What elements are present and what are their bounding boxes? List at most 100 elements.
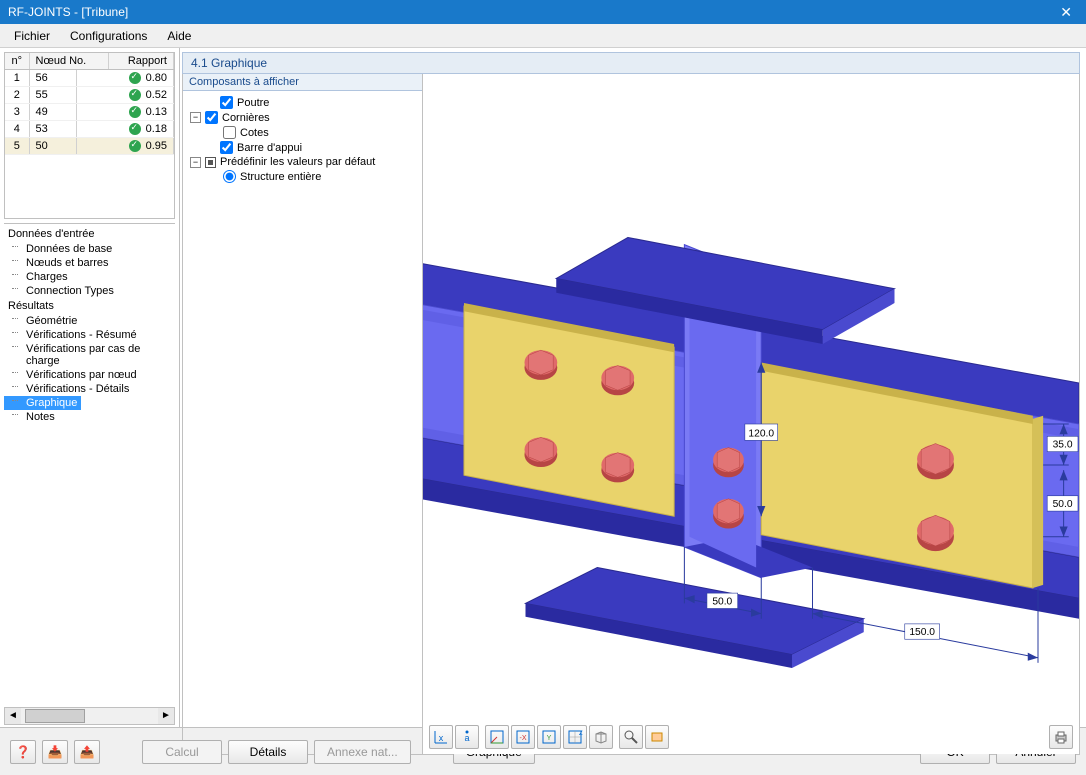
cell-rapport: 0.95: [77, 138, 174, 155]
ok-icon: [129, 123, 141, 135]
toolbtn-print[interactable]: [1049, 725, 1073, 749]
cell-rapport: 0.13: [77, 104, 174, 121]
svg-text:Y: Y: [547, 735, 552, 742]
toolbtn-axis-x[interactable]: x: [429, 725, 453, 749]
comp-structure-radio[interactable]: [223, 170, 236, 183]
table-row[interactable]: 453 0.18: [5, 121, 174, 138]
col-header-rapport[interactable]: Rapport: [108, 53, 173, 70]
comp-poutre-checkbox[interactable]: [220, 96, 233, 109]
comp-structure-label: Structure entière: [240, 171, 321, 183]
cell-node: 53: [29, 121, 77, 138]
tree-item[interactable]: Géométrie: [4, 314, 175, 328]
table-row[interactable]: 349 0.13: [5, 104, 174, 121]
expander-predef[interactable]: −: [190, 157, 201, 168]
viewport-toolbar: x a -X Y Z: [429, 724, 1073, 750]
comp-cotes-checkbox[interactable]: [223, 126, 236, 139]
tree-item[interactable]: Données de base: [4, 242, 175, 256]
ok-icon: [129, 140, 141, 152]
svg-text:a: a: [464, 733, 469, 743]
svg-text:50.0: 50.0: [712, 596, 732, 607]
cell-node: 55: [29, 87, 77, 104]
menu-aide[interactable]: Aide: [157, 26, 201, 46]
annexe-button[interactable]: Annexe nat...: [314, 740, 411, 764]
comp-cornieres-checkbox[interactable]: [205, 111, 218, 124]
cell-n: 1: [5, 70, 29, 87]
close-icon[interactable]: ✕: [1054, 4, 1078, 21]
table-row[interactable]: 550 0.95: [5, 138, 174, 155]
tree-item[interactable]: Connection Types: [4, 284, 175, 298]
tree-item[interactable]: Graphique: [4, 396, 81, 410]
toolbtn-view-xz-neg[interactable]: -X: [511, 725, 535, 749]
comp-structure[interactable]: Structure entière: [187, 169, 418, 184]
components-panel: Composants à afficher Poutre − Cornières: [183, 74, 423, 754]
tree-section-header[interactable]: Résultats: [4, 298, 175, 314]
table-row[interactable]: 156 0.80: [5, 70, 174, 87]
scroll-left-arrow[interactable]: ◄: [5, 708, 21, 724]
svg-text:150.0: 150.0: [909, 627, 935, 638]
components-tree: Poutre − Cornières Cotes Barre: [183, 91, 422, 188]
cell-n: 3: [5, 104, 29, 121]
tree-item[interactable]: Charges: [4, 270, 175, 284]
cell-node: 49: [29, 104, 77, 121]
horizontal-scrollbar[interactable]: ◄ ►: [4, 707, 175, 725]
tree-item[interactable]: Vérifications - Résumé: [4, 328, 175, 342]
import-button[interactable]: 📥: [42, 740, 68, 764]
tree-section-header[interactable]: Données d'entrée: [4, 226, 175, 242]
panel-body: Composants à afficher Poutre − Cornières: [182, 74, 1080, 755]
svg-text:x: x: [439, 733, 444, 743]
tree-item[interactable]: Notes: [4, 410, 175, 424]
svg-text:35.0: 35.0: [1053, 440, 1073, 451]
nav-tree: Données d'entréeDonnées de baseNœuds et …: [4, 223, 175, 705]
tree-item[interactable]: Nœuds et barres: [4, 256, 175, 270]
comp-barre-appui-checkbox[interactable]: [220, 141, 233, 154]
cell-n: 2: [5, 87, 29, 104]
comp-cornieres[interactable]: − Cornières: [187, 110, 418, 125]
svg-text:120.0: 120.0: [748, 428, 774, 439]
tree-item[interactable]: Vérifications - Détails: [4, 382, 175, 396]
export-button[interactable]: 📤: [74, 740, 100, 764]
svg-text:-X: -X: [520, 735, 527, 742]
window-title: RF-JOINTS - [Tribune]: [8, 5, 128, 19]
comp-barre-appui[interactable]: Barre d'appui: [187, 140, 418, 155]
toolbtn-clip[interactable]: [645, 725, 669, 749]
cell-rapport: 0.18: [77, 121, 174, 138]
calcul-button[interactable]: Calcul: [142, 740, 222, 764]
expander-cornieres[interactable]: −: [190, 112, 201, 123]
comp-poutre-label: Poutre: [237, 97, 269, 109]
comp-predef[interactable]: − Prédéfinir les valeurs par défaut: [187, 155, 418, 169]
comp-cornieres-label: Cornières: [222, 112, 270, 124]
tree-item[interactable]: Vérifications par nœud: [4, 368, 175, 382]
toolbtn-axis-a[interactable]: a: [455, 725, 479, 749]
svg-text:50.0: 50.0: [1053, 499, 1073, 510]
help-button[interactable]: ❓: [10, 740, 36, 764]
comp-poutre[interactable]: Poutre: [187, 95, 418, 110]
toolbtn-view-yz[interactable]: Y: [537, 725, 561, 749]
menu-fichier[interactable]: Fichier: [4, 26, 60, 46]
cell-n: 5: [5, 138, 29, 155]
left-panel: n° Nœud No. Rapport 156 0.80255 0.52349 …: [0, 48, 180, 727]
comp-predef-partial-checkbox[interactable]: [205, 157, 216, 168]
node-table: n° Nœud No. Rapport 156 0.80255 0.52349 …: [4, 52, 175, 219]
toolbtn-view-xy[interactable]: [485, 725, 509, 749]
scroll-thumb[interactable]: [25, 709, 85, 723]
toolbtn-cube[interactable]: [589, 725, 613, 749]
toolbtn-zoom[interactable]: [619, 725, 643, 749]
table-header-row: n° Nœud No. Rapport: [5, 53, 174, 70]
menu-configurations[interactable]: Configurations: [60, 26, 157, 46]
menu-bar: Fichier Configurations Aide: [0, 24, 1086, 48]
table-row[interactable]: 255 0.52: [5, 87, 174, 104]
toolbtn-view-iso[interactable]: Z: [563, 725, 587, 749]
bolt: [524, 350, 557, 380]
cell-node: 56: [29, 70, 77, 87]
col-header-n[interactable]: n°: [5, 53, 29, 70]
tree-item[interactable]: Vérifications par cas de charge: [4, 342, 175, 368]
export-icon: 📤: [80, 745, 95, 759]
panel-header: 4.1 Graphique: [182, 52, 1080, 74]
comp-cotes[interactable]: Cotes: [187, 125, 418, 140]
scroll-right-arrow[interactable]: ►: [158, 708, 174, 724]
help-icon: ❓: [16, 745, 31, 759]
viewport-3d[interactable]: 120.0 35.0: [423, 74, 1079, 754]
main-area: n° Nœud No. Rapport 156 0.80255 0.52349 …: [0, 48, 1086, 727]
details-button[interactable]: Détails: [228, 740, 308, 764]
col-header-node[interactable]: Nœud No.: [29, 53, 108, 70]
